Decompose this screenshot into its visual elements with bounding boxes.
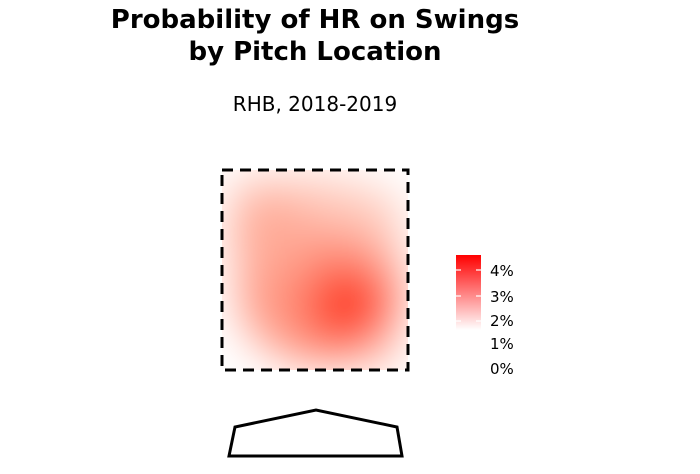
chart-subtitle: RHB, 2018-2019 xyxy=(232,92,398,116)
legend-ticks-right xyxy=(476,269,481,322)
probability-heatmap xyxy=(230,176,406,370)
heat-region-upper xyxy=(230,192,310,268)
legend-color-bar xyxy=(456,255,481,330)
color-legend: 4% 3% 2% 1% 0% xyxy=(456,255,514,378)
legend-tick-label: 2% xyxy=(490,312,514,330)
legend-tick-label: 1% xyxy=(490,335,514,353)
home-plate-outline xyxy=(227,408,404,458)
heat-region-peak xyxy=(326,283,370,327)
chart-title-line-1: Probability of HR on Swings xyxy=(110,5,520,35)
legend-ticks-left xyxy=(456,269,461,322)
chart-title-line-2: by Pitch Location xyxy=(188,37,442,67)
strike-zone-outline xyxy=(220,168,410,372)
legend-tick-label: 4% xyxy=(490,262,514,280)
legend-tick-label: 0% xyxy=(490,360,514,378)
legend-tick-label: 3% xyxy=(490,288,514,306)
